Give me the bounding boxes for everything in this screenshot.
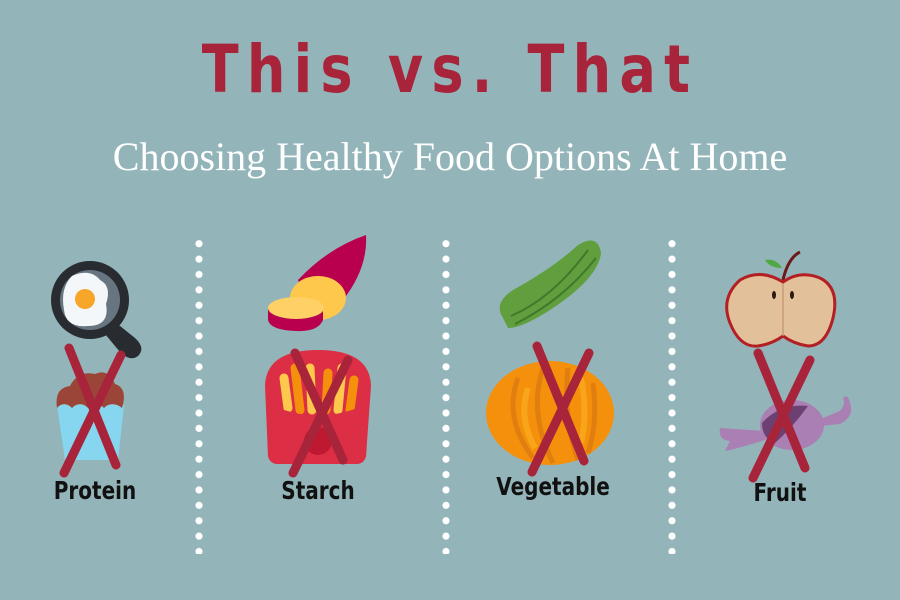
category-label-vegetable: Vegetable — [496, 472, 610, 501]
dotted-divider — [442, 236, 450, 554]
page-title: This vs. That — [201, 31, 699, 108]
sweet-potato-icon — [268, 235, 367, 332]
onion-icon — [486, 361, 614, 465]
dotted-divider — [668, 236, 676, 554]
category-fruit: Fruit — [680, 228, 880, 528]
apple-icon — [725, 250, 837, 348]
category-label-fruit: Fruit — [753, 478, 807, 507]
cross-icon — [59, 343, 126, 478]
cross-icon — [288, 348, 353, 478]
category-label-starch: Starch — [281, 476, 355, 505]
category-label-protein: Protein — [53, 476, 137, 505]
category-starch: Starch — [218, 228, 418, 528]
category-vegetable: Vegetable — [463, 228, 663, 528]
category-protein: Protein — [0, 228, 200, 528]
cross-icon — [527, 341, 594, 477]
cross-icon — [748, 348, 815, 483]
fried-egg-pan-icon — [51, 261, 142, 359]
page-subtitle: Choosing Healthy Food Options At Home — [112, 134, 788, 179]
dotted-divider — [195, 236, 203, 554]
cucumber-icon — [499, 240, 601, 328]
